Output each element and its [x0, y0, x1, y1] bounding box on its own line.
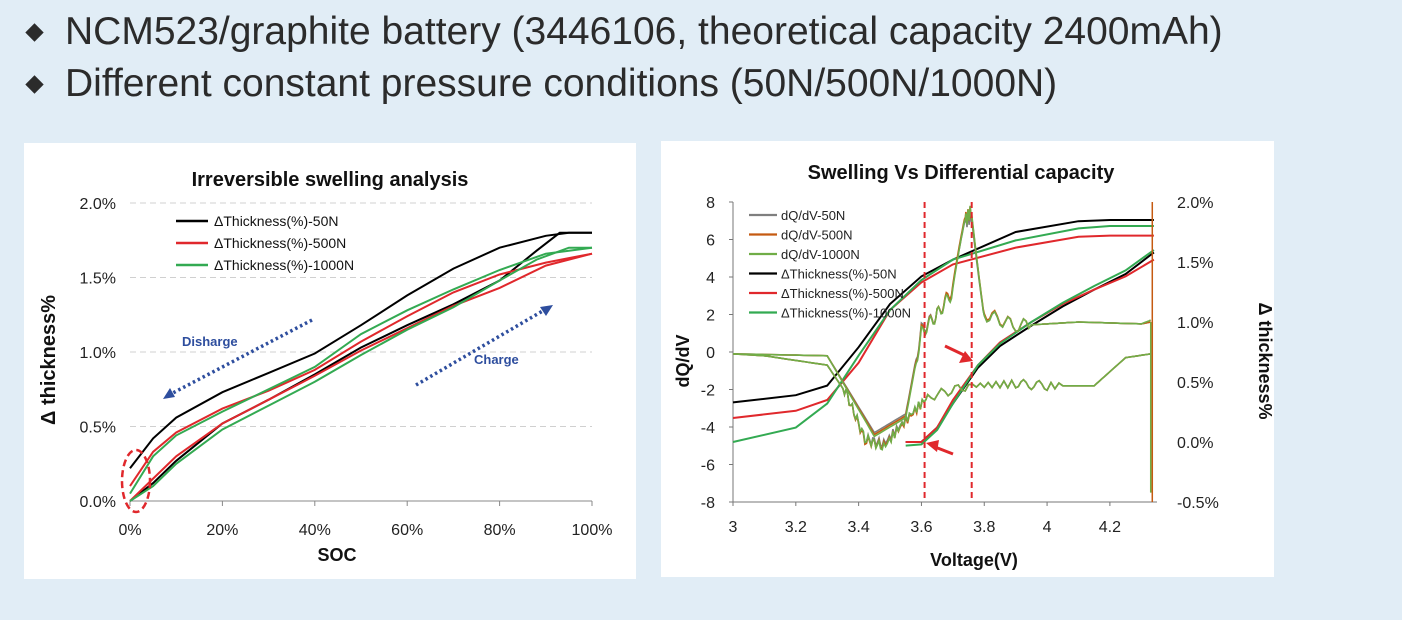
- series-line-500n-charge: [129, 252, 593, 502]
- diamond-bullet-icon: [25, 22, 44, 42]
- y-tick-label: 0.0%: [80, 494, 116, 511]
- charge-annotation: Charge: [474, 352, 519, 367]
- header-line-1: NCM523/graphite battery (3446106, theore…: [65, 10, 1223, 53]
- x-tick-label: 0%: [118, 522, 141, 539]
- zero-soc-ellipse-marker: [120, 448, 152, 514]
- y-tick-label: 6: [706, 233, 715, 250]
- legend-label: dQ/dV-50N: [781, 208, 845, 223]
- legend-label: ΔThickness(%)-500N: [781, 286, 904, 301]
- highlight-arrow: [934, 445, 954, 456]
- legend-label: ΔThickness(%)-50N: [781, 267, 897, 282]
- charge-arrow: [415, 307, 547, 387]
- thickness-line-1000n-charge: [905, 249, 1155, 447]
- thickness-line-500n-discharge: [732, 234, 1154, 419]
- y2-tick-label: 0.5%: [1177, 375, 1213, 392]
- highlight-arrowhead-icon: [926, 440, 939, 452]
- x-tick-label: 3.8: [973, 519, 995, 536]
- y-axis-label: dQ/dV: [673, 335, 693, 388]
- legend-label: ΔThickness(%)-500N: [214, 235, 346, 251]
- swelling-chart-panel: Irreversible swelling analysis Δ thickne…: [24, 143, 636, 579]
- x-tick-label: 3: [729, 519, 738, 536]
- dqdv-line-50n-discharge: [732, 353, 1151, 449]
- x-tick-label: 60%: [391, 522, 423, 539]
- y2-tick-label: 1.0%: [1177, 315, 1213, 332]
- y2-tick-label: 1.5%: [1177, 255, 1213, 272]
- irreversible-swelling-chart: Irreversible swelling analysis Δ thickne…: [38, 169, 613, 565]
- y-tick-label: -4: [701, 420, 715, 437]
- legend-label: dQ/dV-1000N: [781, 247, 860, 262]
- y-tick-label: -2: [701, 383, 715, 400]
- x-tick-label: 100%: [572, 522, 613, 539]
- header-bullet-1: NCM523/graphite battery (3446106, theore…: [22, 10, 1223, 54]
- thickness-line-1000n-discharge: [732, 225, 1154, 443]
- series-line-50n-discharge: [129, 231, 592, 469]
- y-tick-label: 8: [706, 195, 715, 212]
- x-tick-label: 80%: [484, 522, 516, 539]
- thickness-line-500n-charge: [905, 258, 1155, 443]
- highlight-arrowhead-icon: [959, 351, 973, 363]
- x-tick-label: 4: [1043, 519, 1052, 536]
- y-tick-label: 1.0%: [80, 345, 116, 362]
- y-tick-label: 0.5%: [80, 420, 116, 437]
- y2-tick-label: -0.5%: [1177, 495, 1219, 512]
- legend-label: ΔThickness(%)-1000N: [214, 257, 354, 273]
- y-axis-label: Δ thickness%: [38, 295, 60, 425]
- x-tick-label: 3.4: [848, 519, 870, 536]
- y2-axis-label: Δ thickness%: [1255, 303, 1274, 420]
- thickness-line-50n-discharge: [732, 219, 1154, 404]
- swelling-vs-dqdv-chart: Swelling Vs Differential capacity dQ/dV …: [673, 162, 1275, 570]
- legend-label: ΔThickness(%)-1000N: [781, 306, 911, 321]
- y2-tick-label: 0.0%: [1177, 435, 1213, 452]
- series-line-50n-charge: [129, 231, 592, 502]
- y-tick-label: 4: [706, 270, 715, 287]
- y2-tick-label: 2.0%: [1177, 195, 1213, 212]
- series-line-1000n-discharge: [129, 246, 593, 495]
- y-tick-label: -8: [701, 495, 715, 512]
- dqdv-chart-panel: Swelling Vs Differential capacity dQ/dV …: [661, 141, 1275, 577]
- chart-title: Irreversible swelling analysis: [192, 169, 469, 191]
- x-tick-label: 20%: [206, 522, 238, 539]
- y-tick-label: 2.0%: [80, 196, 116, 213]
- y-tick-label: 2: [706, 308, 715, 325]
- chart-title: Swelling Vs Differential capacity: [808, 162, 1116, 184]
- charge-arrowhead-icon: [540, 305, 553, 316]
- dqdv-line-1000n-discharge: [732, 353, 1151, 451]
- dqdv-line-1000n-charge: [732, 205, 1151, 438]
- y-tick-label: -6: [701, 458, 715, 475]
- series-line-1000n-charge: [129, 246, 592, 502]
- legend-label: dQ/dV-500N: [781, 228, 853, 243]
- x-tick-label: 3.6: [910, 519, 932, 536]
- x-tick-label: 4.2: [1099, 519, 1121, 536]
- discharge-annotation: Disharge: [182, 334, 238, 349]
- legend-label: ΔThickness(%)-50N: [214, 213, 339, 229]
- header-bullet-2: Different constant pressure conditions (…: [22, 62, 1057, 106]
- series-line-500n-discharge: [129, 252, 593, 487]
- x-axis-label: SOC: [317, 545, 356, 565]
- y-tick-label: 1.5%: [80, 271, 116, 288]
- x-axis-label: Voltage(V): [930, 550, 1018, 570]
- y-tick-label: 0: [706, 345, 715, 362]
- dqdv-line-500n-discharge: [732, 353, 1151, 451]
- header-line-2: Different constant pressure conditions (…: [65, 62, 1058, 105]
- x-tick-label: 3.2: [785, 519, 807, 536]
- diamond-bullet-icon: [25, 74, 44, 94]
- highlight-arrow: [944, 344, 967, 358]
- discharge-arrowhead-icon: [163, 388, 175, 399]
- x-tick-label: 40%: [299, 522, 331, 539]
